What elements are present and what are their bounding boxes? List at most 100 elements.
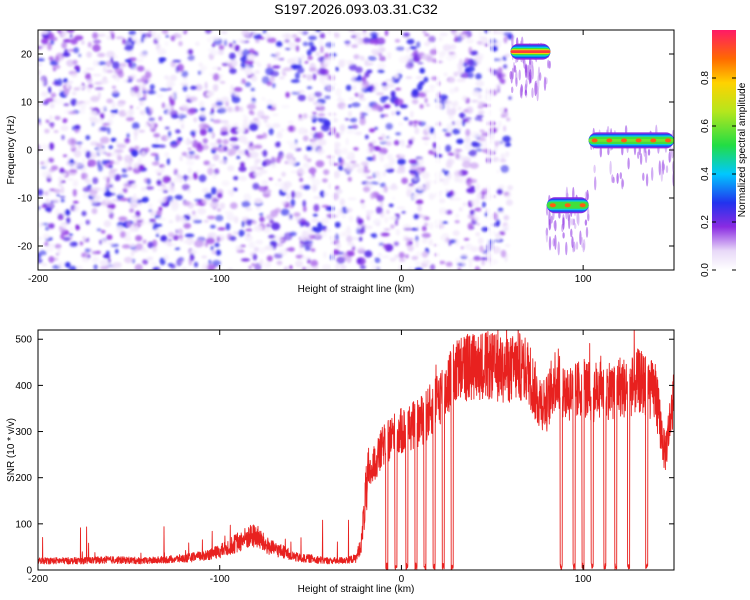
noise-speckle bbox=[425, 125, 431, 132]
noise-speckle bbox=[50, 39, 55, 45]
noise-speckle bbox=[194, 239, 204, 248]
noise-speckle bbox=[466, 259, 475, 263]
noise-speckle bbox=[42, 100, 49, 105]
noise-speckle bbox=[478, 31, 482, 35]
noise-speckle bbox=[312, 178, 321, 186]
noise-speckle bbox=[124, 59, 133, 63]
colorbar-tick-label: 0.4 bbox=[700, 167, 711, 181]
noise-speckle bbox=[379, 200, 384, 208]
noise-speckle bbox=[335, 88, 342, 97]
noise-speckle bbox=[154, 228, 162, 234]
noise-speckle bbox=[352, 85, 357, 91]
noise-speckle bbox=[419, 104, 424, 109]
noise-speckle bbox=[503, 36, 508, 44]
noise-speckle bbox=[317, 113, 326, 117]
noise-speckle bbox=[59, 227, 66, 234]
noise-speckle bbox=[254, 198, 263, 205]
noise-speckle bbox=[51, 165, 59, 171]
noise-speckle bbox=[178, 41, 183, 47]
noise-speckle bbox=[421, 136, 430, 140]
noise-speckle bbox=[198, 70, 202, 75]
noise-speckle bbox=[106, 98, 114, 104]
noise-speckle bbox=[323, 169, 330, 176]
noise-speckle bbox=[189, 253, 195, 262]
noise-speckle bbox=[336, 148, 342, 156]
noise-speckle bbox=[151, 144, 161, 148]
noise-speckle bbox=[140, 75, 149, 83]
noise-speckle bbox=[466, 66, 475, 72]
noise-speckle bbox=[395, 132, 401, 136]
track-smear bbox=[525, 79, 528, 89]
noise-speckle bbox=[445, 132, 452, 137]
noise-speckle bbox=[302, 266, 307, 270]
noise-speckle bbox=[193, 261, 199, 268]
noise-speckle bbox=[49, 103, 55, 109]
noise-speckle bbox=[250, 75, 258, 82]
noise-speckle bbox=[302, 41, 309, 47]
noise-speckle bbox=[229, 137, 239, 142]
noise-speckle bbox=[301, 30, 309, 35]
noise-speckle bbox=[42, 233, 50, 239]
noise-speckle bbox=[374, 171, 381, 177]
noise-speckle bbox=[45, 226, 50, 231]
noise-speckle bbox=[258, 185, 267, 192]
noise-speckle bbox=[380, 96, 387, 103]
noise-speckle bbox=[217, 227, 226, 231]
noise-speckle bbox=[295, 260, 303, 268]
noise-speckle bbox=[471, 198, 480, 207]
noise-speckle bbox=[394, 218, 399, 227]
noise-speckle bbox=[354, 92, 359, 98]
noise-speckle bbox=[448, 76, 456, 84]
noise-speckle bbox=[75, 100, 82, 107]
noise-speckle bbox=[58, 261, 63, 268]
noise-speckle bbox=[369, 145, 374, 153]
noise-speckle bbox=[447, 152, 455, 156]
noise-speckle bbox=[163, 75, 170, 80]
noise-speckle bbox=[382, 171, 387, 177]
noise-speckle bbox=[92, 60, 100, 67]
noise-speckle bbox=[38, 103, 42, 107]
noise-speckle bbox=[81, 252, 86, 258]
noise-speckle bbox=[283, 181, 292, 188]
noise-speckle bbox=[291, 91, 301, 95]
noise-speckle bbox=[148, 117, 155, 122]
noise-speckle bbox=[213, 37, 223, 46]
noise-speckle bbox=[60, 125, 69, 132]
noise-speckle bbox=[364, 62, 372, 67]
noise-speckle bbox=[502, 64, 508, 69]
noise-speckle bbox=[92, 32, 99, 39]
noise-speckle bbox=[316, 117, 323, 122]
noise-speckle bbox=[385, 141, 392, 146]
noise-speckle bbox=[194, 154, 200, 160]
noise-speckle bbox=[348, 104, 352, 108]
noise-speckle bbox=[73, 205, 80, 213]
noise-speckle bbox=[197, 207, 207, 215]
noise-speckle bbox=[271, 103, 277, 108]
noise-speckle bbox=[123, 236, 132, 242]
noise-speckle bbox=[274, 207, 281, 213]
noise-speckle bbox=[133, 249, 138, 253]
noise-speckle bbox=[248, 123, 259, 132]
noise-speckle bbox=[173, 168, 178, 176]
noise-speckle bbox=[481, 226, 489, 232]
noise-speckle bbox=[266, 37, 277, 43]
noise-speckle bbox=[243, 193, 252, 202]
noise-speckle bbox=[111, 85, 117, 89]
noise-speckle bbox=[438, 51, 445, 59]
noise-speckle bbox=[477, 137, 487, 142]
noise-speckle bbox=[289, 213, 293, 220]
noise-speckle bbox=[124, 165, 130, 170]
noise-speckle bbox=[125, 116, 135, 122]
noise-speckle bbox=[312, 30, 317, 35]
noise-speckle bbox=[358, 55, 364, 60]
noise-speckle bbox=[461, 170, 469, 175]
noise-speckle bbox=[274, 141, 281, 148]
noise-speckle bbox=[385, 123, 393, 130]
noise-speckle bbox=[203, 220, 209, 223]
noise-speckle bbox=[367, 211, 373, 218]
noise-speckle bbox=[182, 84, 188, 92]
noise-speckle bbox=[72, 91, 77, 96]
noise-speckle bbox=[470, 50, 479, 56]
noise-speckle bbox=[456, 35, 462, 43]
